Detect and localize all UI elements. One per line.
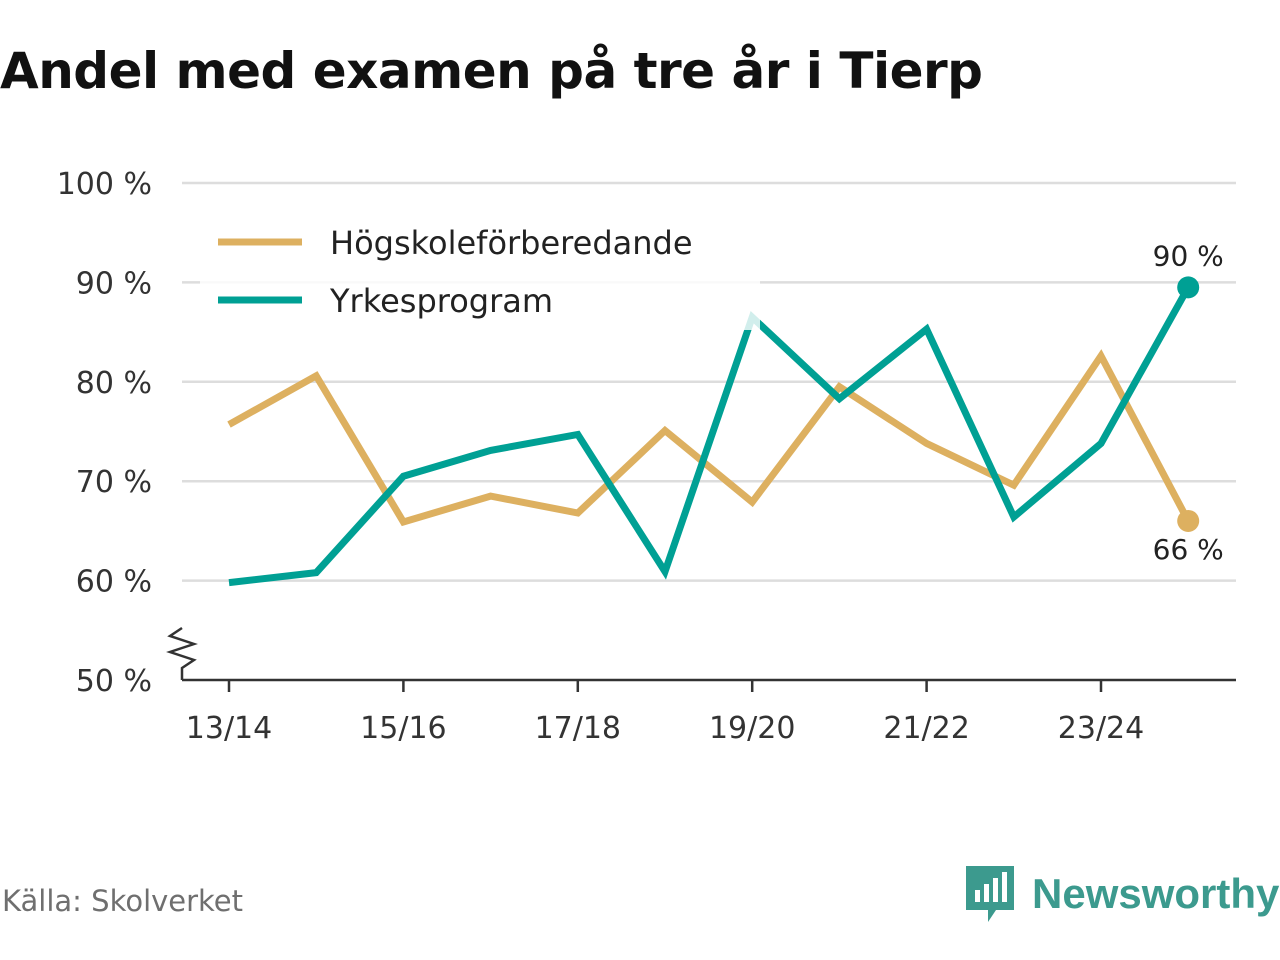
legend-background [200, 208, 760, 330]
source-name: Skolverket [91, 884, 244, 918]
axes: 50 % 60 % 70 % 80 % 90 % 100 % 13/14 15/16 17/18… [57, 167, 1236, 746]
y-tick-label: 80 % [76, 366, 152, 401]
series-end-point-1 [1177, 509, 1200, 532]
chart-title: Andel med examen på tre år i Tierp [0, 42, 983, 100]
source-label: Källa: [2, 884, 82, 918]
y-tick-label: 50 % [76, 664, 152, 699]
x-tick-label: 23/24 [1058, 711, 1144, 746]
x-tick-label: 21/22 [883, 711, 969, 746]
series-end-point-2 [1177, 276, 1200, 299]
brand-name: Newsworthy [1032, 870, 1280, 917]
y-tick-label: 100 % [57, 167, 152, 202]
x-tick-label: 19/20 [709, 711, 795, 746]
end-value-label: 66 % [1153, 533, 1224, 566]
end-labels: 66 % 90 % [1153, 239, 1224, 566]
source-note: Källa: Skolverket [2, 884, 243, 918]
x-tick-label: 15/16 [360, 711, 446, 746]
y-tick-label: 60 % [76, 565, 152, 600]
brand-logo: Newsworthy [964, 864, 1279, 924]
legend-label: Yrkesprogram [329, 282, 553, 320]
series-line-2 [228, 285, 1192, 587]
y-tick-label: 90 % [76, 266, 152, 301]
end-value-label: 90 % [1153, 239, 1224, 272]
series-line-1 [227, 349, 1192, 527]
legend: Högskoleförberedande Yrkesprogram [200, 208, 760, 330]
newsworthy-logo-icon [966, 866, 1014, 922]
x-tick-label: 17/18 [535, 711, 621, 746]
axis-break-icon [166, 626, 198, 680]
series-lines [227, 276, 1200, 587]
legend-label: Högskoleförberedande [330, 224, 693, 262]
y-tick-label: 70 % [76, 465, 152, 500]
x-tick-label: 13/14 [186, 711, 272, 746]
